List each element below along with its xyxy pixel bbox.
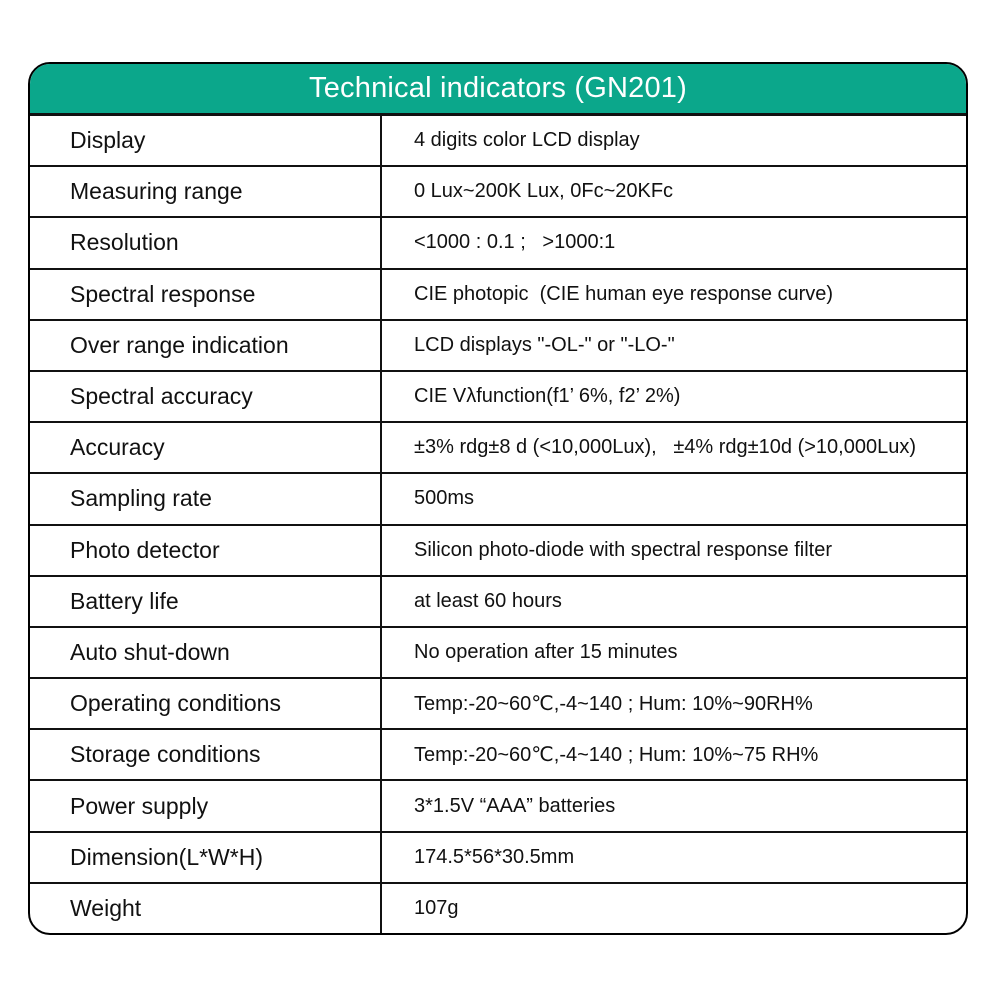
spec-value: 3*1.5V “AAA” batteries bbox=[414, 794, 616, 817]
spec-value: CIE photopic (CIE human eye response cur… bbox=[414, 282, 834, 305]
table-row: Sampling rate 500ms bbox=[30, 472, 966, 524]
spec-label: Battery life bbox=[30, 576, 382, 626]
spec-value: 107g bbox=[414, 896, 459, 919]
spec-label: Over range indication bbox=[30, 320, 382, 370]
spec-label: Auto shut-down bbox=[30, 627, 382, 678]
table-row: Operating conditions Temp:-20~60℃,-4~140… bbox=[30, 677, 966, 729]
spec-value: 0 Lux~200K Lux, 0Fc~20KFc bbox=[414, 180, 674, 203]
table-row: Over range indication LCD displays "-OL-… bbox=[30, 318, 966, 370]
spec-value: ±3% rdg±8 d (<10,000Lux), ±4% rdg±10d (>… bbox=[414, 436, 916, 459]
spec-value: <1000 : 0.1 ; >1000:1 bbox=[414, 231, 616, 254]
spec-value: at least 60 hours bbox=[414, 589, 562, 612]
spec-label: Spectral response bbox=[30, 269, 382, 319]
table-row: Spectral accuracy CIE Vλfunction(f1’ 6%,… bbox=[30, 369, 966, 422]
table-row: Battery life at least 60 hours bbox=[30, 574, 966, 626]
table-header: Technical indicators (GN201) bbox=[30, 64, 966, 116]
table-row: Auto shut-down No operation after 15 min… bbox=[30, 625, 966, 678]
spec-value: 4 digits color LCD display bbox=[414, 129, 640, 152]
table-row: Spectral response CIE photopic (CIE huma… bbox=[30, 267, 966, 319]
spec-label: Power supply bbox=[30, 781, 382, 831]
table-row: Power supply 3*1.5V “AAA” batteries bbox=[30, 779, 966, 831]
spec-label: Resolution bbox=[30, 218, 382, 268]
table-title: Technical indicators (GN201) bbox=[309, 72, 687, 104]
spec-value: No operation after 15 minutes bbox=[414, 640, 678, 663]
table-row: Weight 107g bbox=[30, 881, 966, 933]
spec-value: Temp:-20~60℃,-4~140 ; Hum: 10%~75 RH% bbox=[414, 744, 819, 767]
table-row: Photo detector Silicon photo-diode with … bbox=[30, 523, 966, 575]
spec-table-body: Display 4 digits color LCD display Measu… bbox=[30, 116, 966, 933]
spec-value: CIE Vλfunction(f1’ 6%, f2’ 2%) bbox=[414, 385, 681, 408]
spec-label: Weight bbox=[30, 883, 382, 933]
spec-value: LCD displays "-OL-" or "-LO-" bbox=[414, 333, 675, 356]
spec-table-card: Technical indicators (GN201) Display 4 d… bbox=[28, 62, 968, 935]
spec-value: 174.5*56*30.5mm bbox=[414, 845, 575, 868]
table-row: Measuring range 0 Lux~200K Lux, 0Fc~20KF… bbox=[30, 165, 966, 217]
spec-label: Operating conditions bbox=[30, 679, 382, 729]
table-row: Dimension(L*W*H) 174.5*56*30.5mm bbox=[30, 830, 966, 882]
table-row: Storage conditions Temp:-20~60℃,-4~140 ;… bbox=[30, 728, 966, 780]
table-row: Accuracy ±3% rdg±8 d (<10,000Lux), ±4% r… bbox=[30, 421, 966, 473]
spec-label: Measuring range bbox=[30, 167, 382, 217]
spec-label: Sampling rate bbox=[30, 474, 382, 524]
spec-label: Dimension(L*W*H) bbox=[30, 832, 382, 882]
spec-value: 500ms bbox=[414, 487, 475, 510]
spec-label: Accuracy bbox=[30, 423, 382, 473]
table-row: Display 4 digits color LCD display bbox=[30, 116, 966, 166]
spec-value: Silicon photo-diode with spectral respon… bbox=[414, 538, 832, 561]
spec-label: Display bbox=[30, 116, 382, 166]
spec-label: Photo detector bbox=[30, 525, 382, 575]
spec-label: Storage conditions bbox=[30, 730, 382, 780]
spec-value: Temp:-20~60℃,-4~140 ; Hum: 10%~90RH% bbox=[414, 693, 813, 716]
spec-label: Spectral accuracy bbox=[30, 371, 382, 422]
table-row: Resolution <1000 : 0.1 ; >1000:1 bbox=[30, 216, 966, 268]
